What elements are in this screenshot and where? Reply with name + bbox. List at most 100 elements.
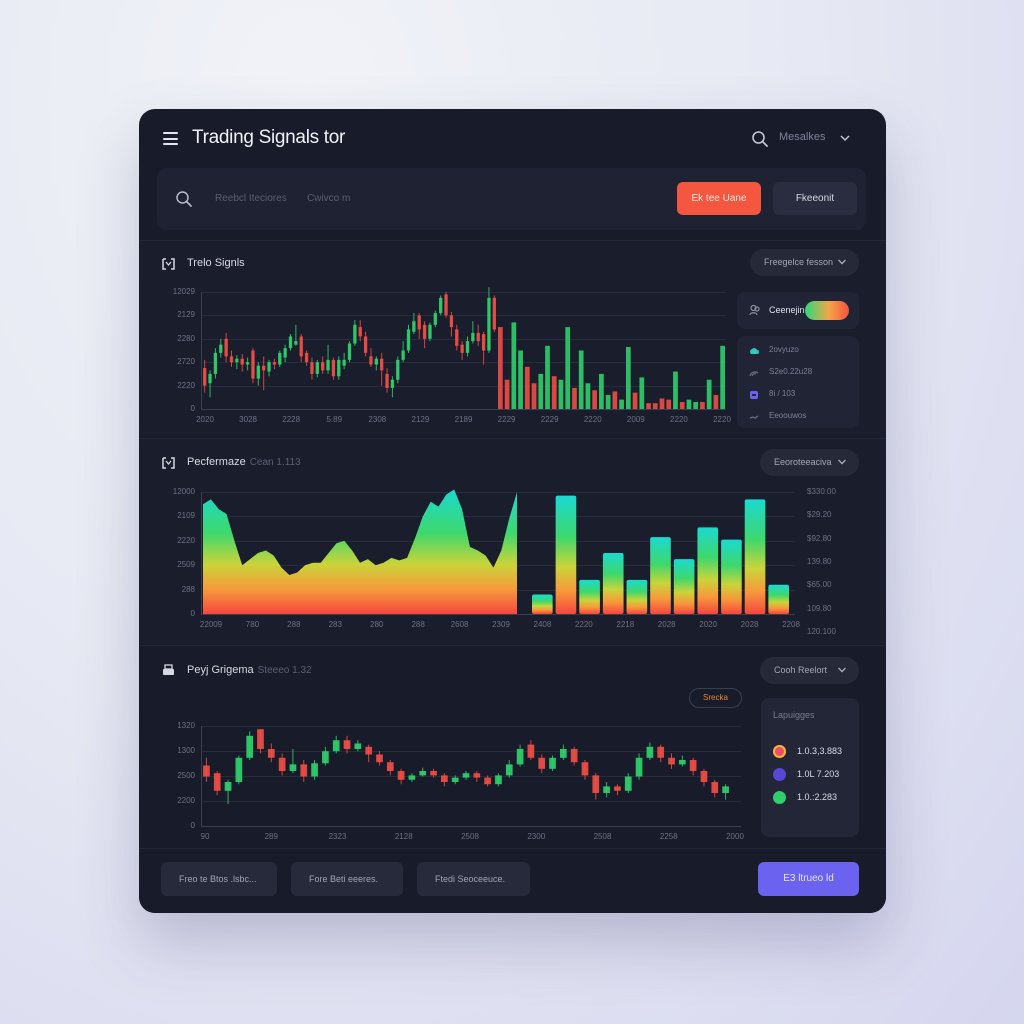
search-toolbar: Reebcl Iteciores Cwivco m Ek tee Uane Fk… [157, 168, 866, 230]
y-axis [201, 492, 202, 614]
x-axis-label: 2300 [527, 832, 546, 841]
x-axis-label: 2208 [782, 620, 800, 629]
performance-dropdown[interactable]: Eeoroteeaciva [760, 449, 859, 476]
x-axis-label: 283 [328, 620, 342, 629]
performance-panel: Pecfermaze Cean 1.113 Eeoroteeaciva 12000… [139, 438, 886, 644]
grid-line [201, 776, 741, 777]
toggle-label: Ceenejin [769, 305, 805, 315]
x-axis [201, 409, 726, 410]
y-axis-label: 2500 [177, 771, 195, 780]
y-axis-right-label: 139.80 [807, 557, 832, 566]
y-axis-label: 2220 [177, 380, 195, 390]
panel-title-text: Peyj Grigema [187, 664, 254, 676]
y-axis-right-label: $29.20 [807, 510, 832, 520]
x-axis-label: 280 [370, 620, 384, 629]
y-axis-right-label: 109.80 [807, 603, 832, 613]
y-axis-label: 0 [190, 404, 195, 413]
grid-line [201, 315, 726, 317]
x-axis-label: 2308 [368, 415, 387, 424]
price-panel: Peyj Grigema Steeeo 1.32 Cooh Reelort Sre… [139, 645, 886, 847]
panel-title: Trelo Signls [187, 257, 245, 269]
dropdown-label: Freegelce fesson [764, 257, 834, 267]
performance-chart[interactable]: 12000 2109 2220 2509 288 0 22009 780 288 283 280 28… [159, 481, 864, 641]
y-axis-right-label: $65.00 [807, 580, 832, 590]
x-axis-label: 2028 [657, 620, 676, 629]
panel-subtitle: Steeeo 1.32 [257, 665, 312, 676]
y-axis-right-label: $92.80 [807, 533, 832, 543]
signals-dropdown[interactable]: Freegelce fesson [750, 249, 859, 276]
x-axis-label: 2009 [626, 415, 645, 424]
signals-chart[interactable]: 12029 2129 2280 2720 2220 0 2020 3028 2228 5.89 23… [159, 279, 731, 434]
x-axis-label: 2220 [670, 415, 688, 424]
footer-button-3[interactable]: Ftedi Seoceeuce. [417, 862, 530, 896]
x-axis-label: 2220 [583, 415, 602, 424]
legend-dot [773, 745, 786, 758]
secondary-action-button[interactable]: Fkeeonit [773, 182, 857, 215]
x-axis-label: 2229 [540, 415, 559, 424]
y-axis-right-label: $330.00 [807, 487, 836, 496]
y-axis-label: 12000 [172, 487, 195, 496]
legend-dot [773, 791, 786, 804]
x-axis-label: 2020 [196, 415, 214, 424]
legend-title: Lapuigges [773, 710, 815, 720]
signal-toggle[interactable] [805, 301, 849, 320]
signal-icon [749, 371, 759, 377]
grid-line [201, 338, 726, 340]
x-axis-label: 2508 [593, 832, 612, 841]
trend-icon [749, 415, 759, 419]
signals-panel: Trelo Signls Freegelce fesson 12029 2129 2… [139, 240, 886, 437]
header-select[interactable]: Mesalkes [779, 131, 826, 143]
grid-line [201, 362, 726, 364]
x-axis-label: 2000 [726, 832, 744, 841]
x-axis-label: 2218 [616, 620, 635, 629]
filter-input[interactable]: Cwivco m [307, 193, 351, 204]
grid-line [201, 385, 726, 387]
search-icon [176, 191, 192, 207]
info-row: 8i / 103 [749, 388, 854, 402]
grid-line [201, 292, 726, 293]
x-axis-label: 2128 [394, 832, 413, 841]
x-axis-label: 2129 [411, 415, 430, 424]
chart-frame-icon [162, 258, 175, 270]
price-dropdown[interactable]: Cooh Reelort [760, 657, 859, 684]
x-axis-label: 2189 [454, 415, 473, 424]
dropdown-label: Cooh Reelort [774, 665, 828, 675]
legend-dot [773, 768, 786, 781]
primary-action-button[interactable]: Ek tee Uane [677, 182, 761, 215]
y-axis-label: 2220 [177, 535, 195, 545]
x-axis-label: 90 [200, 832, 210, 841]
chevron-down-icon [838, 667, 846, 673]
chevron-down-icon[interactable] [839, 132, 851, 144]
x-axis-label: 2220 [713, 415, 731, 424]
search-icon[interactable] [751, 130, 769, 148]
x-axis-label: 2228 [282, 415, 301, 424]
footer-primary-button[interactable]: E3 ltrueo ld [758, 862, 859, 896]
chevron-down-icon [838, 259, 846, 265]
y-axis-label: 1320 [177, 721, 195, 730]
y-axis-label: 2720 [177, 357, 195, 367]
y-axis-label: 2280 [177, 333, 195, 343]
info-row: Eeoouwos [749, 410, 854, 424]
footer-button-1[interactable]: Freo te Btos .lsbc... [161, 862, 277, 896]
x-axis-label: 2323 [328, 832, 347, 841]
chevron-down-icon [838, 459, 846, 465]
price-chart[interactable]: 1320 1300 2500 2200 0 90 289 2323 2128 2508 2300 25… [159, 706, 749, 846]
users-icon [749, 304, 760, 316]
app-title: Trading Signals tor [192, 127, 346, 148]
search-input[interactable]: Reebcl Iteciores [215, 193, 287, 204]
panel-title-text: Pecfermaze [187, 456, 246, 468]
y-axis-label: 2200 [177, 796, 195, 805]
grid-line [201, 726, 741, 727]
y-axis-label: 2109 [177, 511, 195, 521]
y-axis-label: 2129 [177, 310, 195, 320]
panel-subtitle: Cean 1.113 [249, 457, 301, 468]
footer-button-2[interactable]: Fore Beti eeeres. [291, 862, 403, 896]
y-axis-label: 0 [190, 609, 195, 618]
chart-frame-icon [162, 457, 175, 469]
hamburger-icon[interactable] [163, 132, 178, 145]
y-axis-label: 2509 [177, 560, 195, 570]
x-axis [201, 614, 795, 615]
x-axis-label: 780 [245, 620, 260, 629]
x-axis-label: 3028 [239, 415, 257, 424]
y-axis-label: 1300 [177, 746, 195, 755]
